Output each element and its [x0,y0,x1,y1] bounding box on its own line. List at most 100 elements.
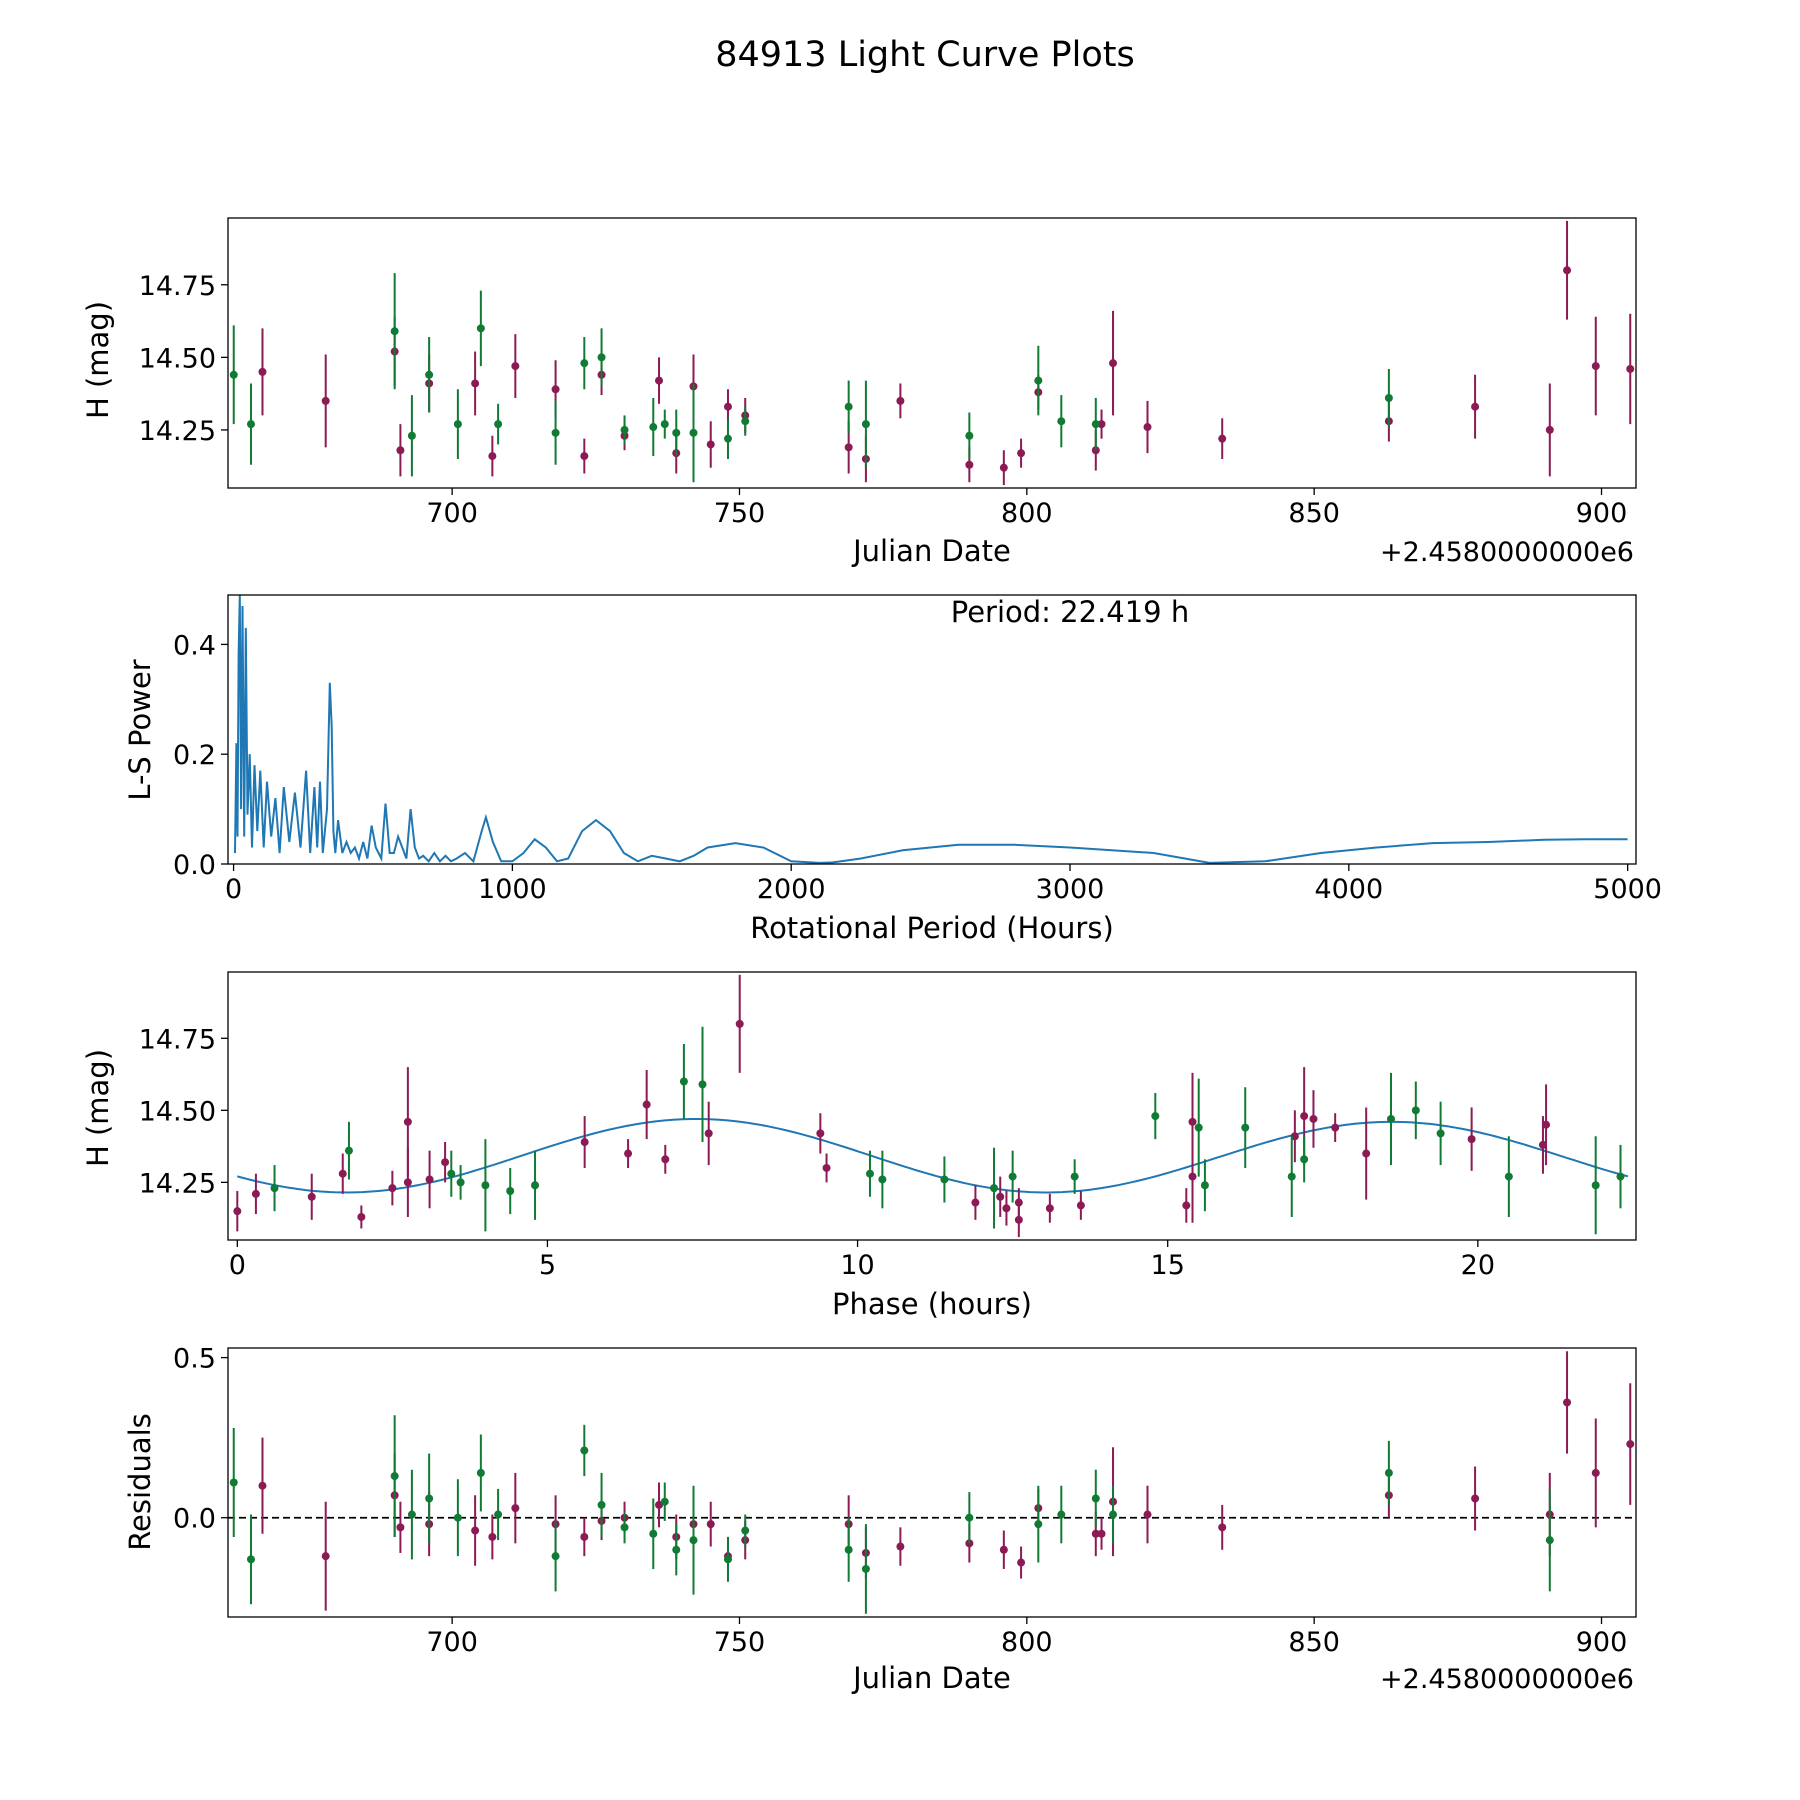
lightcurve-series_a-point [1097,420,1106,429]
phased-series_a-point [1188,1172,1197,1181]
phased-series_a-point [661,1155,670,1164]
phased-series_b-point [940,1175,949,1184]
lightcurve-series_a-point [1471,402,1480,411]
periodogram-power-line [234,595,1628,864]
periodogram-panel: L-S Power Rotational Period (Hours) Peri… [123,594,1662,945]
phased-panel: H (mag) Phase (hours) 0 5 10 15 20 14.25 14.50… [81,971,1637,1321]
residuals-series_a-point [1218,1523,1227,1532]
periodogram-ytick-label: 0.0 [173,850,216,881]
phased-series_a-point [971,1198,980,1207]
lightcurve-series_b-point [597,353,606,362]
phased-series_b-point [1386,1114,1395,1123]
residuals-xtick-label: 750 [714,1627,766,1658]
residuals-series_b-point [723,1555,732,1564]
period-annotation: Period: 22.419 h [951,595,1190,629]
residuals-xtick-label: 900 [1576,1627,1628,1658]
phased-series_b-point [1241,1123,1250,1132]
phased-series_a-point [1002,1204,1011,1213]
lightcurve-series_a-point [706,440,715,449]
phased-series_b-point [344,1146,353,1155]
residuals-ytick-label: 0.0 [173,1504,216,1535]
lightcurve-series_b-point [649,423,658,432]
residuals-series_a-point [706,1520,715,1529]
figure-title: 84913 Light Curve Plots [715,35,1135,75]
lightcurve-series_a-point [488,452,497,461]
lightcurve-series_a-point [258,367,267,376]
phased-series_a-point [388,1184,397,1193]
residuals-series_a-point [1471,1494,1480,1503]
phased-series_b-point [1504,1172,1513,1181]
residuals-series_b-point [861,1564,870,1573]
phased-series_a-point [1300,1112,1309,1121]
lightcurve-series_a-point [1017,449,1026,458]
lightcurve-series_b-point [1057,417,1066,426]
residuals-series_b-point [1545,1536,1554,1545]
residuals-series_a-point [1091,1529,1100,1538]
residuals-series_b-point [689,1536,698,1545]
phased-model-curve [237,1118,1629,1194]
lightcurve-series_b-point [844,402,853,411]
residuals-series_b-point [597,1500,606,1509]
residuals-series_b-point [660,1497,669,1506]
lightcurve-series_b-point [494,420,503,429]
phased-series_b-point [698,1080,707,1089]
lightcurve-series_a-point [655,376,664,385]
periodogram-ytick-label: 0.2 [173,740,216,771]
residuals-series_b-point [672,1545,681,1554]
lightcurve-series_b-point [407,431,416,440]
residuals-series_a-point [1143,1510,1152,1519]
residuals-series_b-point [580,1446,589,1455]
lightcurve-series_a-point [965,460,974,469]
lightcurve-series_b-point [453,420,462,429]
phased-series_a-point [580,1138,589,1147]
phased-series_a-point [357,1212,366,1221]
phased-xtick-label: 15 [1151,1250,1185,1281]
lightcurve-series_a-point [511,362,520,371]
residuals-panel: Residuals Julian Date +2.4580000000e6 70… [123,1344,1637,1695]
residuals-series_b-point [649,1529,658,1538]
lightcurve-series_a-point [321,396,330,405]
lightcurve-series_b-point [1091,420,1100,429]
phased-series_b-point [1591,1181,1600,1190]
phased-series_b-point [1200,1181,1209,1190]
lightcurve-axes-frame [227,217,1637,489]
lightcurve-series_a-point [1545,425,1554,434]
lightcurve-series_a-point [1591,362,1600,371]
residuals-series_a-point [896,1542,905,1551]
phased-series_a-point [338,1169,347,1178]
residuals-series_a-point [1017,1558,1026,1567]
lightcurve-offset-label: +2.4580000000e6 [1380,537,1634,568]
phased-series_b-point [1411,1106,1420,1115]
residuals-series_a-point [1591,1468,1600,1477]
phased-series_a-point [251,1189,260,1198]
phased-series_a-point [1188,1117,1197,1126]
phased-series_a-point [1467,1135,1476,1144]
phased-plot-area [233,974,1629,1238]
residuals-plot-area [228,1351,1636,1614]
lightcurve-panel: H (mag) Julian Date +2.4580000000e6 700 7… [81,217,1637,568]
lightcurve-xtick-label: 750 [714,498,766,529]
phased-series_a-point [1538,1140,1547,1149]
lightcurve-series_a-point [896,396,905,405]
phased-series_a-point [1182,1201,1191,1210]
lightcurve-series_b-point [551,428,560,437]
lightcurve-xtick-label: 800 [1001,498,1053,529]
residuals-xtick-label: 850 [1288,1627,1340,1658]
phased-series_a-point [996,1192,1005,1201]
lightcurve-series_b-point [390,327,399,336]
phased-series_a-point [1309,1114,1318,1123]
residuals-series_a-point [999,1545,1008,1554]
phased-series_a-point [307,1192,316,1201]
phased-series_a-point [1076,1201,1085,1210]
lightcurve-series_b-point [1384,394,1393,402]
residuals-series_b-point [741,1526,750,1535]
phased-series_b-point [270,1184,279,1193]
phased-ytick-label: 14.75 [139,1024,216,1055]
phased-series_a-point [1014,1215,1023,1224]
phased-series_a-point [1045,1204,1054,1213]
residuals-series_b-point [407,1510,416,1519]
lightcurve-plot-area [229,220,1635,486]
lightcurve-ytick-label: 14.25 [139,416,216,447]
phased-series_b-point [506,1187,515,1196]
